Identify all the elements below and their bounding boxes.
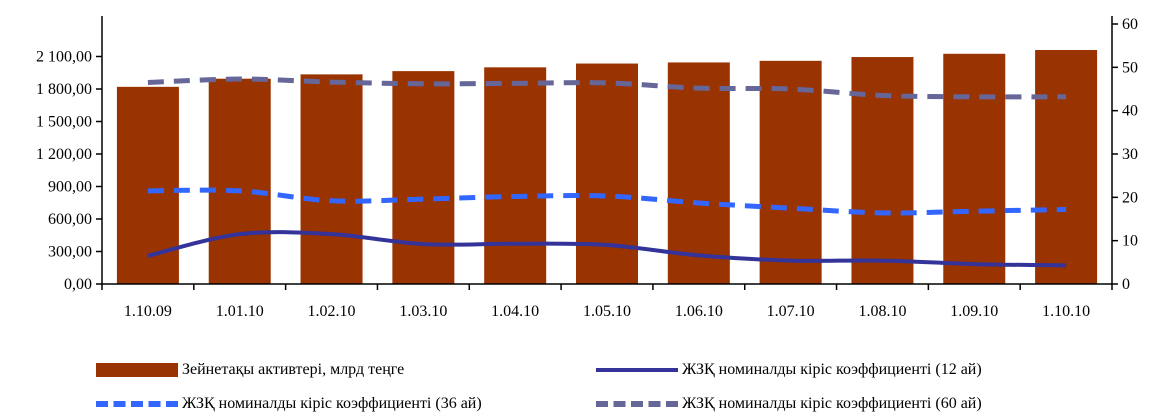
x-tick-label: 1.10.10	[1042, 303, 1090, 320]
right-tick-label: 30	[1122, 146, 1138, 163]
left-tick-label: 1 200,00	[36, 146, 92, 163]
bar-1.08.10	[851, 57, 914, 284]
legend-item-36m: ЖЗҚ номиналды кіріс коэффициенті (36 ай)	[96, 392, 482, 416]
series-line-60m	[147, 76, 1067, 100]
x-tick-label: 1.09.10	[950, 303, 998, 320]
left-tick-label: 0,00	[64, 276, 92, 293]
x-tick-label: 1.03.10	[399, 303, 447, 320]
x-tick-label: 1.06.10	[675, 303, 723, 320]
x-tick-label: 1.08.10	[858, 303, 906, 320]
bar-1.10.10	[1035, 50, 1098, 284]
chart-svg: 0,00 300,00 600,00 900,00 1 200,00 1 500,00 1 …	[36, 16, 1138, 320]
x-tick-label: 1.01.10	[216, 303, 264, 320]
right-tick-label: 50	[1122, 59, 1138, 76]
legend: Зейнетақы активтері, млрд теңге ЖЗҚ номи…	[0, 352, 1158, 416]
bar-1.03.10	[392, 71, 455, 284]
bar-1.07.10	[759, 60, 822, 285]
series-line-12m	[147, 230, 1067, 268]
legend-item-assets: Зейнетақы активтері, млрд теңге	[96, 358, 404, 382]
bars-layer	[116, 50, 1098, 285]
right-tick-label: 60	[1122, 16, 1138, 33]
right-tick-label: 40	[1122, 103, 1138, 120]
x-tick-label: 1.05.10	[583, 303, 631, 320]
left-tick-label: 2 100,00	[36, 49, 92, 66]
legend-item-12m: ЖЗҚ номиналды кіріс коэффициенті (12 ай)	[596, 358, 982, 382]
right-tick-label: 10	[1122, 233, 1138, 250]
x-tick-label: 1.02.10	[308, 303, 356, 320]
legend-swatch-bar	[96, 363, 178, 377]
legend-label-60m: ЖЗҚ номиналды кіріс коэффициенті (60 ай)	[682, 395, 982, 412]
bar-1.04.10	[484, 67, 547, 284]
left-tick-label: 1 500,00	[36, 114, 92, 131]
legend-swatch-dash-36m	[96, 401, 178, 407]
x-tick-label: 1.07.10	[767, 303, 815, 320]
legend-label-assets: Зейнетақы активтері, млрд теңге	[182, 361, 405, 378]
left-tick-label: 300,00	[48, 244, 92, 261]
legend-item-60m: ЖЗҚ номиналды кіріс коэффициенті (60 ай)	[596, 392, 982, 416]
bar-1.05.10	[576, 63, 638, 284]
bar-1.01.10	[208, 78, 271, 284]
lines-layer	[147, 76, 1067, 268]
bar-1.06.10	[667, 62, 730, 285]
x-tick-label: 1.04.10	[491, 303, 539, 320]
left-tick-label: 900,00	[48, 179, 92, 196]
axes-layer: 0,00 300,00 600,00 900,00 1 200,00 1 500,00 1 …	[36, 16, 1138, 320]
right-tick-label: 0	[1122, 276, 1130, 293]
left-tick-label: 600,00	[48, 211, 92, 228]
legend-swatch-line-12m	[596, 368, 678, 372]
bar-1.02.10	[300, 74, 363, 284]
legend-label-12m: ЖЗҚ номиналды кіріс коэффициенті (12 ай)	[682, 361, 982, 378]
series-line-36m	[147, 187, 1067, 216]
legend-label-36m: ЖЗҚ номиналды кіріс коэффициенті (36 ай)	[182, 395, 482, 412]
legend-swatch-dash-60m	[596, 401, 678, 407]
x-tick-label: 1.10.09	[124, 303, 172, 320]
bar-1.09.10	[943, 53, 1006, 284]
left-tick-label: 1 800,00	[36, 81, 92, 98]
right-tick-label: 20	[1122, 189, 1138, 206]
